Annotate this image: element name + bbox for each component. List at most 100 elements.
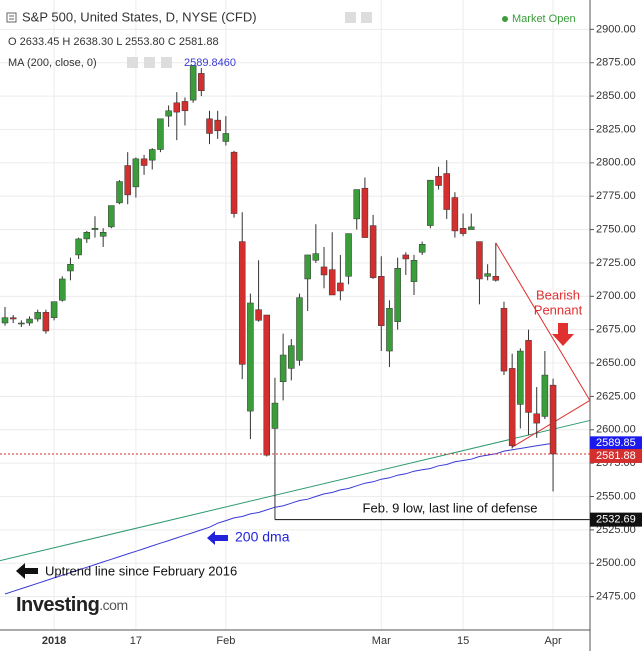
x-tick-label: Apr	[544, 635, 561, 647]
candle-body	[508, 368, 516, 447]
candle-body	[288, 345, 295, 369]
candle-body	[99, 231, 107, 237]
y-tick-label: 2625.00	[596, 390, 636, 402]
candle-body	[50, 301, 58, 318]
candle-body	[124, 165, 131, 196]
candle-body	[83, 231, 91, 240]
y-tick-label: 2825.00	[596, 123, 636, 135]
candle-body	[476, 241, 483, 280]
y-tick-label: 2550.00	[596, 490, 636, 502]
ma-price-label: 2589.85	[596, 437, 636, 449]
candle-body	[386, 308, 393, 352]
candle-body	[140, 158, 148, 166]
down-arrow	[552, 323, 574, 346]
ma-price-box	[590, 436, 642, 451]
y-tick-label: 2500.00	[596, 557, 636, 569]
candle-body	[132, 158, 140, 188]
candle-body	[247, 302, 254, 412]
settings-icon[interactable]	[345, 12, 356, 23]
pennant-label: Bearish	[536, 287, 580, 302]
status-dot	[502, 16, 508, 22]
left-arrow	[16, 563, 38, 579]
candle-body	[189, 65, 197, 101]
brand-logo: Investing.com	[16, 594, 128, 616]
y-tick-label: 2525.00	[596, 524, 636, 536]
candle-body	[238, 241, 246, 365]
candle-body	[378, 276, 385, 326]
candle-body	[157, 118, 164, 150]
ma-settings-icon[interactable]	[127, 57, 138, 68]
x-tick-label: 2018	[42, 635, 66, 647]
uptrend-line	[0, 419, 591, 562]
candle-body	[541, 374, 549, 417]
pennant-line	[495, 242, 591, 401]
y-tick-label: 2750.00	[596, 223, 636, 235]
candle-body	[67, 264, 74, 272]
market-status: Market Open	[512, 13, 576, 25]
candle-body	[42, 312, 50, 332]
candle-body	[271, 402, 279, 429]
candle-body	[263, 314, 271, 456]
candle-body	[394, 268, 401, 322]
candle-body	[206, 118, 213, 134]
uptrend-annotation: Uptrend line since February 2016	[45, 563, 237, 578]
candle-body	[214, 119, 221, 132]
y-tick-label: 2900.00	[596, 23, 636, 35]
ma-close-icon[interactable]	[161, 57, 172, 68]
collapse-icon[interactable]	[6, 12, 17, 23]
last-price-label: 2581.88	[596, 450, 636, 462]
x-tick-label: Mar	[372, 635, 391, 647]
brand-suffix: .com	[99, 597, 127, 613]
y-tick-label: 2725.00	[596, 257, 636, 269]
chart-title: S&P 500, United States, D, NYSE (CFD)	[22, 9, 257, 24]
ma-line	[4, 442, 554, 595]
candle-body	[34, 312, 41, 320]
candle-body	[328, 269, 336, 296]
y-tick-label: 2700.00	[596, 290, 636, 302]
candle-body	[59, 278, 66, 301]
candle-body	[304, 254, 311, 280]
last-price-box	[590, 448, 642, 463]
ma-settings-icon[interactable]	[144, 57, 155, 68]
candle-body	[468, 226, 475, 230]
candle-body	[369, 225, 377, 278]
y-tick-label: 2800.00	[596, 157, 636, 169]
support-price-box	[590, 512, 642, 527]
ma-annotation: 200 dma	[235, 529, 290, 545]
x-tick-label: Feb	[216, 635, 235, 647]
candle-body	[402, 254, 410, 260]
support-price-label: 2532.69	[596, 514, 636, 526]
candle-body	[9, 317, 17, 320]
candle-body	[361, 187, 369, 238]
x-tick-label: 15	[457, 635, 469, 647]
candle-body	[435, 175, 442, 186]
candle-body	[549, 384, 557, 455]
candle-body	[312, 253, 320, 261]
support-annotation: Feb. 9 low, last line of defense	[363, 500, 538, 515]
candle-body	[427, 179, 434, 226]
candle-body	[492, 276, 500, 281]
candle-body	[500, 308, 508, 372]
candle-body	[222, 133, 230, 142]
candle-body	[525, 340, 532, 413]
candle-body	[116, 181, 123, 204]
candle-body	[533, 413, 540, 424]
candle-body	[337, 282, 344, 292]
candle-body	[451, 197, 459, 232]
y-tick-label: 2475.00	[596, 591, 636, 603]
y-tick-label: 2775.00	[596, 190, 636, 202]
left-arrow	[207, 531, 228, 545]
candle-body	[418, 244, 426, 253]
axes: 2475.002500.002525.002550.002575.002600.…	[42, 23, 642, 647]
candles	[1, 65, 557, 520]
candle-body	[484, 273, 491, 277]
candle-body	[410, 260, 418, 282]
candle-body	[91, 227, 99, 230]
settings-icon[interactable]	[361, 12, 372, 23]
candle-body	[443, 173, 450, 210]
ohlc-legend: O 2633.45 H 2638.30 L 2553.80 C 2581.88	[8, 36, 219, 48]
candle-body	[148, 149, 156, 161]
candle-body	[517, 350, 524, 405]
